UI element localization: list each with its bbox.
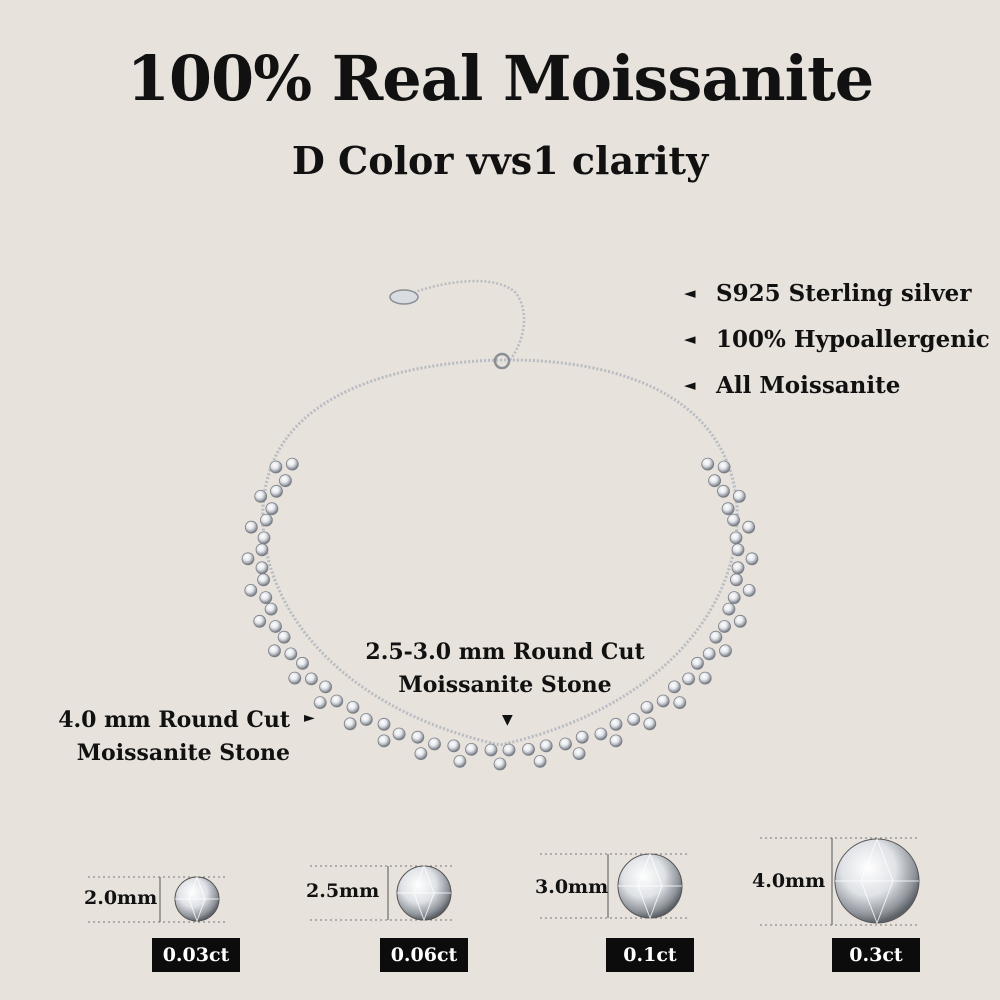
stone-cluster xyxy=(731,543,759,575)
stone-cluster xyxy=(656,680,687,709)
stone-cluster xyxy=(343,701,373,731)
stone-cluster xyxy=(702,630,732,661)
triangle-left-icon: ◄ xyxy=(684,284,696,302)
triangle-down-icon: ▼ xyxy=(502,712,513,728)
feature-list: ◄ S925 Sterling silver ◄ 100% Hypoallerg… xyxy=(684,270,990,408)
large-stone-callout: 4.0 mm Round Cut Moissanite Stone xyxy=(58,707,290,766)
stone-cluster xyxy=(727,513,756,545)
feature-item: ◄ S925 Sterling silver xyxy=(684,270,990,316)
stone-size-label: 2.5mm xyxy=(306,880,380,902)
stone-cluster xyxy=(627,701,657,731)
stone-clusters xyxy=(241,457,759,771)
stone-3mm-icon xyxy=(540,852,690,920)
stone-cluster xyxy=(717,484,746,516)
carat-badge: 0.3ct xyxy=(832,938,920,972)
necklace-chain xyxy=(261,358,739,747)
stone-cluster xyxy=(727,573,756,604)
stone-cluster xyxy=(594,717,623,748)
stone-cluster xyxy=(268,630,298,661)
feature-label: 100% Hypoallergenic xyxy=(716,325,990,353)
stone-cluster xyxy=(254,484,283,516)
feature-item: ◄ 100% Hypoallergenic xyxy=(684,316,990,362)
carat-badge: 0.03ct xyxy=(152,938,240,972)
stone-cluster xyxy=(241,543,269,575)
stone-size-label: 4.0mm xyxy=(752,870,826,892)
stone-size-label: 2.0mm xyxy=(84,887,158,909)
stone-cluster xyxy=(244,513,273,545)
stone-cluster xyxy=(701,457,731,488)
feature-label: S925 Sterling silver xyxy=(716,279,972,307)
carat-badge: 0.1ct xyxy=(606,938,694,972)
triangle-left-icon: ◄ xyxy=(684,330,696,348)
stone-cluster xyxy=(718,602,747,633)
clasp-icon xyxy=(389,289,511,370)
triangle-left-icon: ◄ xyxy=(684,376,696,394)
stone-cluster xyxy=(288,656,318,686)
extender-chain xyxy=(414,279,526,361)
stone-cluster xyxy=(253,602,282,633)
stone-size-label: 3.0mm xyxy=(535,876,609,898)
stone-2mm-icon xyxy=(88,875,228,923)
stone-cluster xyxy=(377,717,406,748)
stone-4mm-icon xyxy=(760,837,920,926)
feature-item: ◄ All Moissanite xyxy=(684,362,990,408)
stone-cluster xyxy=(447,739,478,768)
page-title: 100% Real Moissanite xyxy=(126,42,874,115)
stone-cluster xyxy=(682,656,712,686)
stone-cluster xyxy=(313,680,344,709)
page-subtitle: D Color vvs1 clarity xyxy=(291,138,709,183)
stone-cluster xyxy=(411,730,441,760)
stone-cluster xyxy=(559,730,589,760)
stone-cluster xyxy=(269,457,299,488)
triangle-right-icon: ► xyxy=(304,710,315,726)
carat-badge: 0.06ct xyxy=(380,938,468,972)
stone-cluster xyxy=(522,739,553,768)
stone-cluster xyxy=(244,573,273,604)
small-stone-callout: 2.5-3.0 mm Round Cut Moissanite Stone xyxy=(365,639,645,698)
stone-cluster xyxy=(484,743,516,771)
feature-label: All Moissanite xyxy=(716,371,901,399)
stone-2-5mm-icon xyxy=(310,864,455,922)
